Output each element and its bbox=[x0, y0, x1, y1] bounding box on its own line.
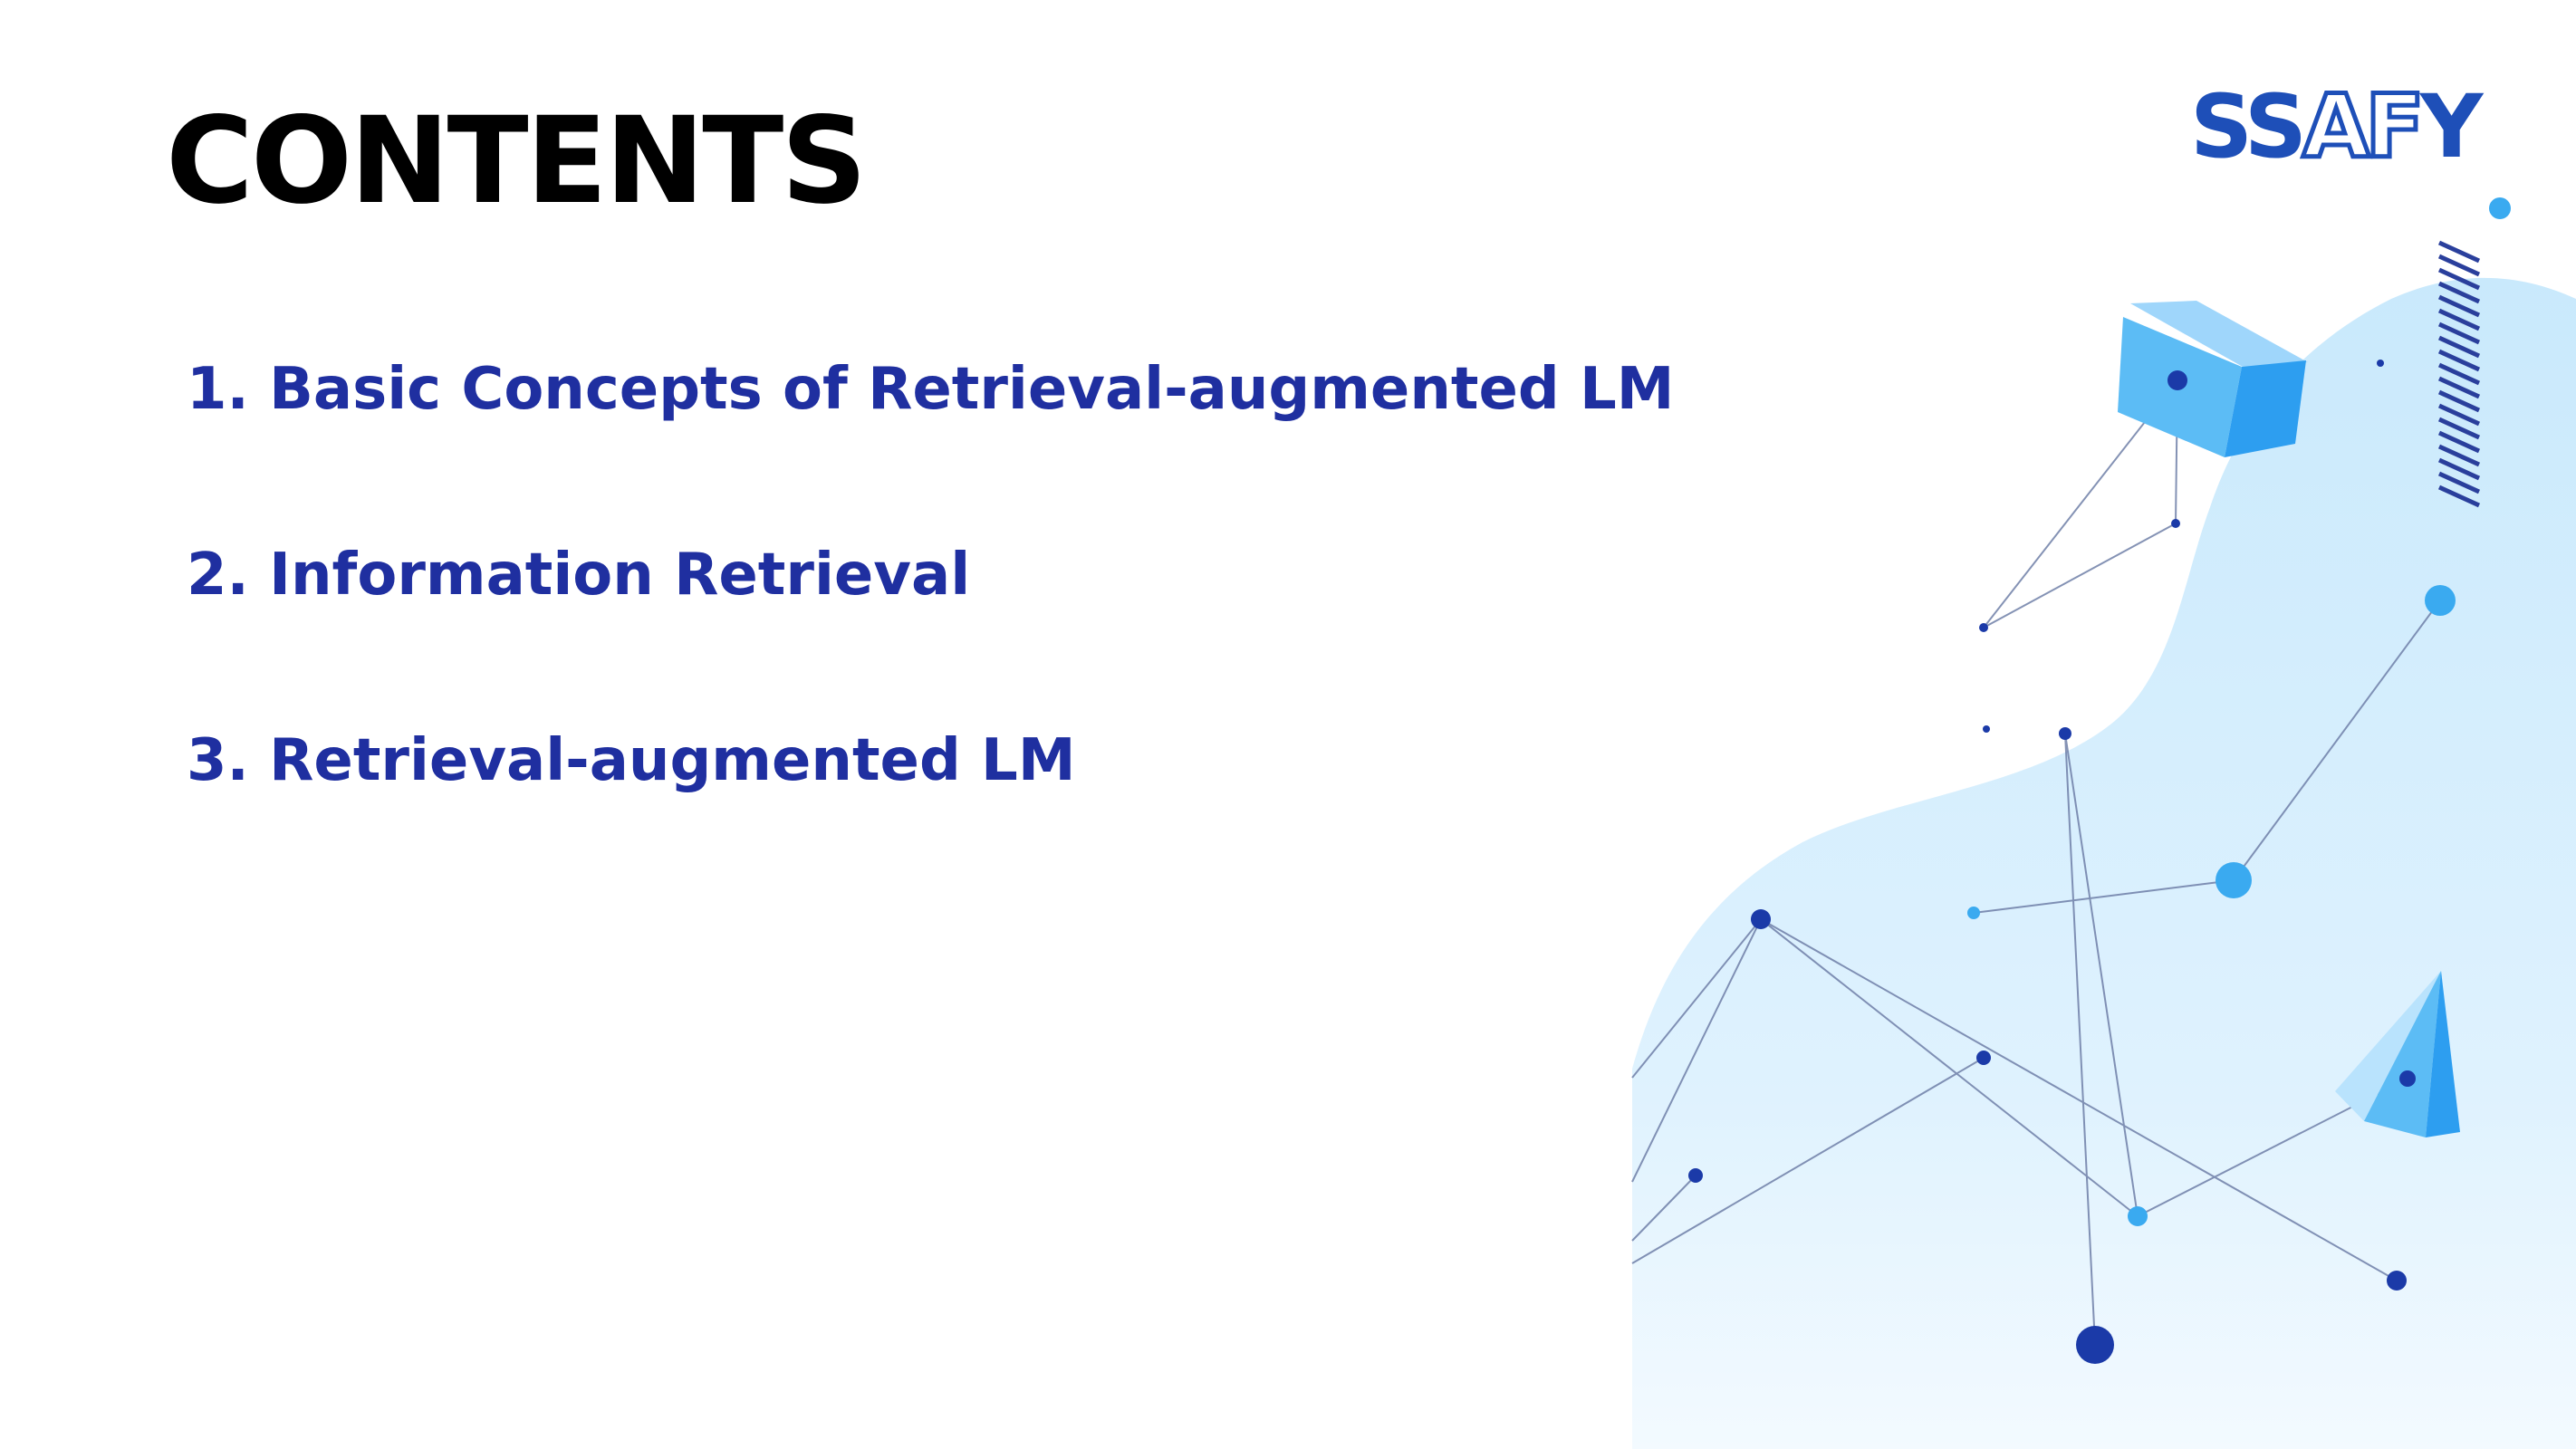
logo-outline-part: AF bbox=[2302, 76, 2420, 178]
node bbox=[2059, 727, 2071, 740]
node bbox=[1983, 725, 1990, 733]
node bbox=[2387, 1271, 2407, 1291]
logo-solid-part-end: Y bbox=[2420, 76, 2479, 178]
node bbox=[2425, 585, 2456, 616]
node bbox=[1976, 1051, 1991, 1065]
node bbox=[1751, 909, 1771, 929]
node bbox=[1967, 907, 1980, 919]
page-title: CONTENTS bbox=[166, 101, 864, 221]
node bbox=[2128, 1206, 2148, 1226]
node bbox=[2216, 862, 2252, 898]
logo-solid-part: SS bbox=[2190, 76, 2302, 178]
node bbox=[2167, 370, 2187, 390]
node bbox=[2399, 1070, 2416, 1087]
node bbox=[1688, 1168, 1703, 1183]
cube-shape bbox=[2118, 301, 2308, 457]
contents-item: 1. Basic Concepts of Retrieval-augmented… bbox=[187, 360, 1674, 418]
node bbox=[1979, 623, 1988, 632]
contents-item: 3. Retrieval-augmented LM bbox=[187, 732, 1076, 790]
ssafy-logo: SSAFY bbox=[2190, 83, 2478, 170]
node bbox=[2377, 360, 2384, 367]
node bbox=[2076, 1326, 2114, 1364]
contents-item: 2. Information Retrieval bbox=[187, 546, 970, 604]
node bbox=[2489, 197, 2511, 219]
background-blob bbox=[1632, 278, 2576, 1449]
node bbox=[2171, 519, 2180, 528]
